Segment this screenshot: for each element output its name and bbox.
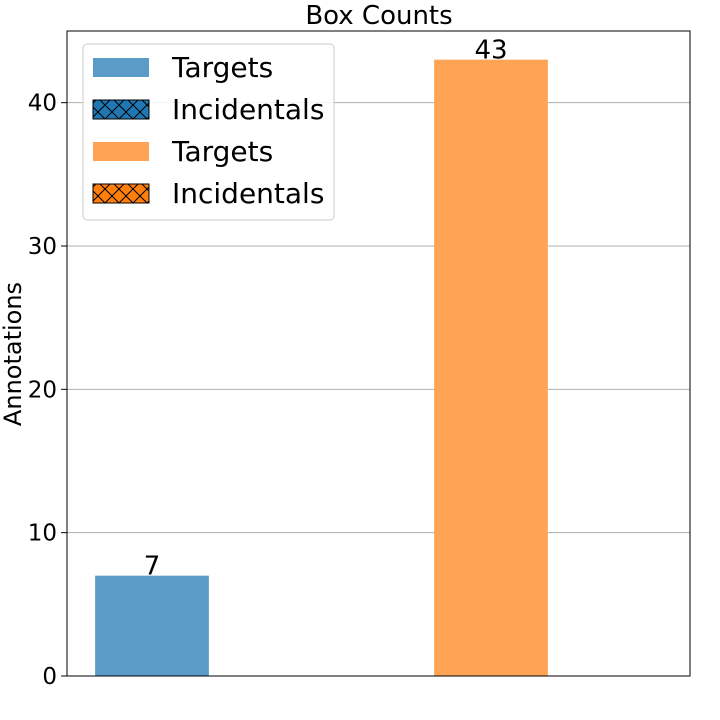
legend: Targets Incidentals Targets Incidentals <box>82 43 335 221</box>
chart-title: Box Counts <box>305 1 452 31</box>
legend-box <box>82 43 335 221</box>
y-axis-label: Annotations <box>0 282 27 426</box>
y-tick-label: 0 <box>42 664 57 690</box>
legend-swatch-hatch <box>92 183 150 204</box>
legend-swatch <box>93 142 149 161</box>
legend-entry-label: Targets <box>171 135 273 168</box>
y-tick-label: 20 <box>28 377 57 403</box>
legend-entry-label: Incidentals <box>172 93 324 126</box>
y-tick-label: 30 <box>28 234 57 260</box>
y-tick-label: 10 <box>28 521 57 547</box>
bar-value-label: 43 <box>474 36 507 66</box>
legend-swatch <box>93 58 149 77</box>
legend-entry-label: Targets <box>171 51 273 84</box>
bar <box>434 59 548 676</box>
y-axis-ticks: 0 10 20 30 40 <box>28 91 67 690</box>
plot-area-frame <box>66 30 691 677</box>
legend-entry-label: Incidentals <box>172 177 324 210</box>
bar <box>95 575 209 676</box>
bars <box>95 59 548 676</box>
data-labels: 7 43 <box>144 36 508 582</box>
y-tick-label: 40 <box>28 91 57 117</box>
legend-swatch-hatch <box>92 99 150 120</box>
bar-value-label: 7 <box>144 552 161 582</box>
